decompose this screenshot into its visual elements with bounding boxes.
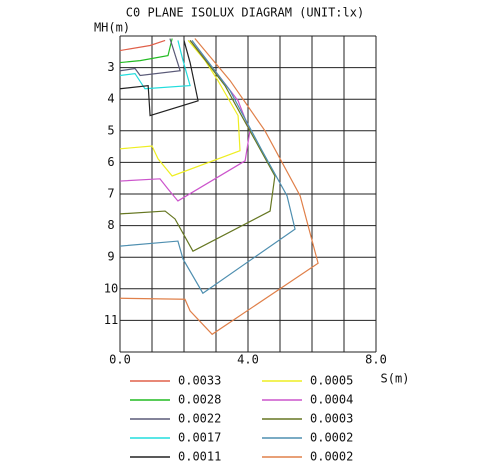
y-tick-label: 9 bbox=[107, 250, 114, 264]
isolux-line bbox=[119, 38, 319, 336]
legend-label: 0.0004 bbox=[310, 393, 353, 407]
legend-label: 0.0028 bbox=[178, 393, 221, 407]
legend-label: 0.0033 bbox=[178, 374, 221, 388]
isolux-line bbox=[119, 40, 251, 202]
x-tick-label: 4.0 bbox=[237, 353, 259, 367]
y-tick-label: 10 bbox=[104, 281, 118, 295]
legend-label: 0.0002 bbox=[310, 431, 353, 445]
y-tick-label: 5 bbox=[107, 123, 114, 137]
y-tick-label: 8 bbox=[107, 218, 114, 232]
isolux-line bbox=[119, 40, 199, 117]
x-tick-label: 8.0 bbox=[365, 353, 387, 367]
legend-label: 0.0002 bbox=[310, 450, 353, 464]
y-axis-label: MH(m) bbox=[94, 21, 130, 35]
legend-label: 0.0005 bbox=[310, 374, 353, 388]
chart-title: C0 PLANE ISOLUX DIAGRAM (UNIT:lx) bbox=[126, 6, 364, 20]
legend-label: 0.0017 bbox=[178, 431, 221, 445]
isolux-line bbox=[119, 39, 166, 52]
y-tick-label: 4 bbox=[107, 92, 114, 106]
x-tick-label: 0.0 bbox=[109, 353, 131, 367]
x-axis-label: S(m) bbox=[381, 372, 410, 386]
y-tick-label: 7 bbox=[107, 187, 114, 201]
isolux-line bbox=[119, 40, 241, 177]
legend-label: 0.0022 bbox=[178, 412, 221, 426]
isolux-line bbox=[119, 40, 296, 295]
isolux-line bbox=[119, 40, 276, 252]
y-tick-label: 11 bbox=[104, 313, 118, 327]
isolux-line bbox=[119, 40, 191, 90]
y-tick-label: 3 bbox=[107, 60, 114, 74]
y-tick-label: 6 bbox=[107, 155, 114, 169]
legend-label: 0.0011 bbox=[178, 450, 221, 464]
legend-label: 0.0003 bbox=[310, 412, 353, 426]
isolux-line bbox=[119, 38, 173, 64]
isolux-line bbox=[119, 38, 181, 77]
